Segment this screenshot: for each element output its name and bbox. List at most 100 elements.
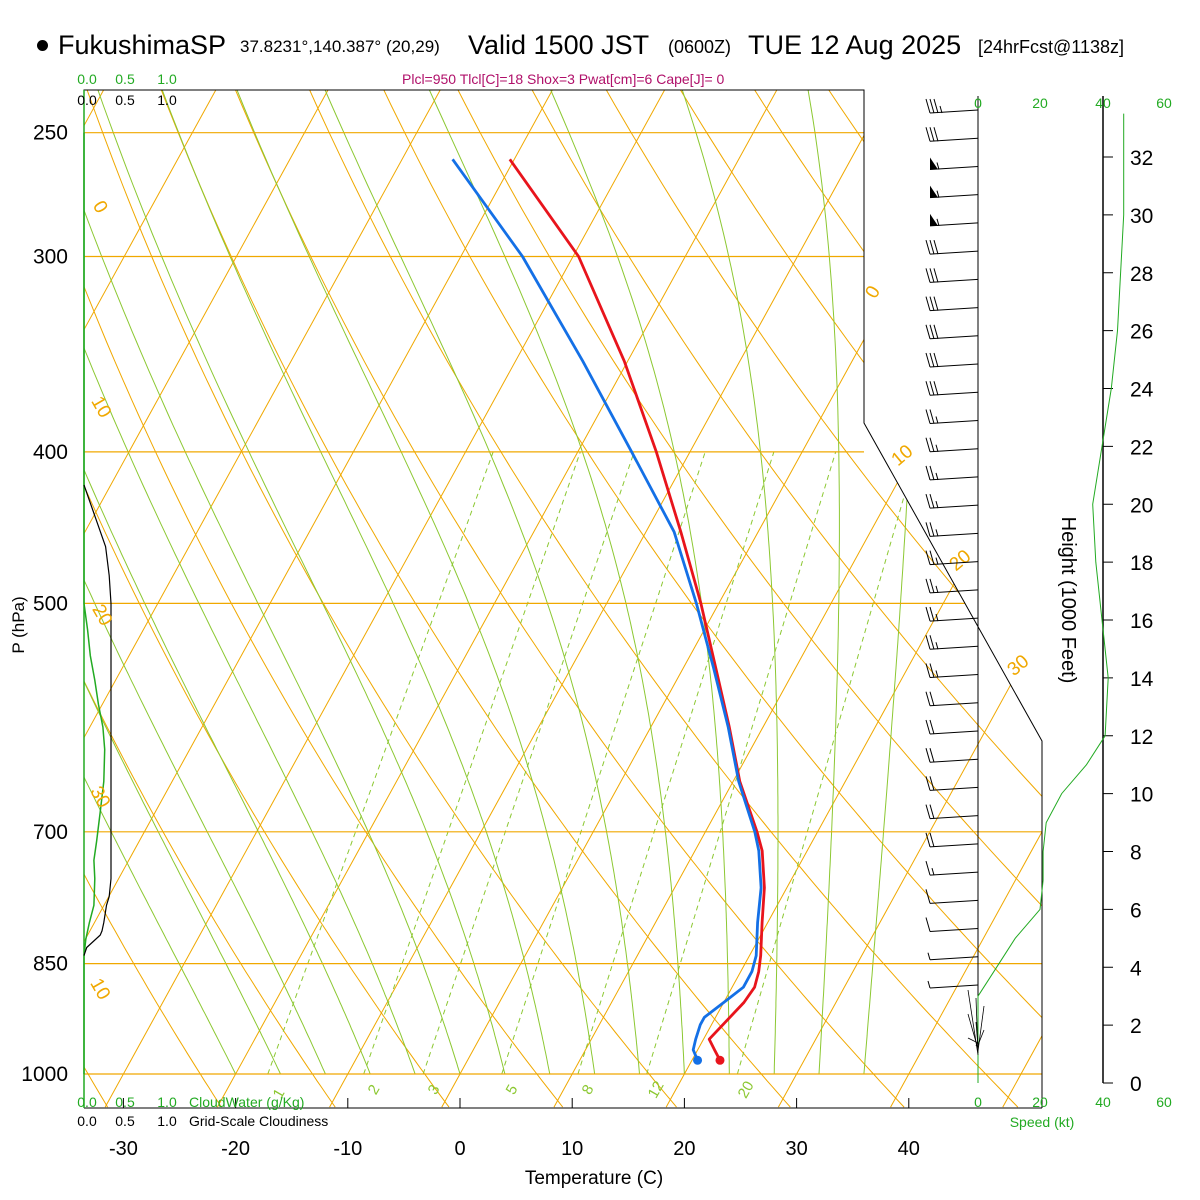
- dry-adiabat-line: [84, 90, 564, 1108]
- wind-barb-half: [936, 190, 940, 198]
- wind-barb-half: [935, 472, 939, 481]
- isotherm-line: [1115, 76, 1200, 1107]
- wind-barb-full: [929, 296, 935, 311]
- x-tick-label: 40: [898, 1138, 920, 1160]
- height-tick-label: 4: [1130, 957, 1142, 980]
- height-tick-label: 30: [1130, 205, 1153, 228]
- x-tick-label: 0: [454, 1138, 465, 1160]
- height-tick-label: 6: [1130, 899, 1142, 922]
- dry-adiabat-line: [376, 90, 1042, 1108]
- cloudwater-top-tick: 0.0: [77, 71, 97, 87]
- wind-barb-half: [935, 529, 939, 537]
- moist-adiabat-line: [84, 90, 371, 1075]
- wind-barb-shaft: [929, 165, 979, 170]
- wind-barb-full: [925, 296, 931, 311]
- wind-barb-full: [929, 804, 935, 819]
- wind-barb-full: [925, 832, 931, 848]
- wind-barb-flag: [930, 213, 938, 226]
- moist-adiabat-line: [230, 90, 596, 1075]
- wind-barb-full: [925, 465, 931, 481]
- speed-top-tick: 60: [1156, 95, 1172, 111]
- isotherm-value-label: 0: [861, 282, 884, 302]
- height-tick-label: 16: [1130, 610, 1153, 633]
- zulu-time: (0600Z): [668, 37, 732, 57]
- pressure-tick-label: 850: [33, 953, 68, 976]
- isotherm-line: [329, 90, 898, 1108]
- wind-barb-shaft: [929, 222, 979, 227]
- wind-barb: [925, 748, 979, 763]
- wind-barb: [925, 352, 979, 368]
- wind-barb: [925, 522, 979, 537]
- moist-adiabat-line: [677, 90, 779, 1075]
- wind-barb-full: [929, 352, 935, 368]
- pressure-tick-label: 400: [33, 441, 68, 464]
- mixing-ratio-label: 3: [425, 1082, 444, 1098]
- wind-speed-profile: [977, 113, 1125, 1083]
- isotherm-value-label: 10: [888, 441, 918, 471]
- isotherm-value-label: 0: [88, 197, 111, 217]
- moist-adiabat-line: [92, 90, 506, 1075]
- speed-bottom-tick: 40: [1095, 1094, 1111, 1110]
- wind-barb-half: [931, 867, 935, 876]
- height-tick-label: 24: [1130, 379, 1154, 402]
- pressure-tick-label: 500: [33, 592, 68, 615]
- height-tick-label: 0: [1130, 1073, 1142, 1096]
- chart-header: FukushimaSP 37.8231°,140.387° (20,29) Va…: [0, 0, 1200, 90]
- speed-top-tick: 0: [974, 95, 982, 111]
- height-tick-label: 26: [1130, 321, 1153, 344]
- wind-barb-full: [929, 606, 935, 622]
- wind-barb-full: [925, 239, 931, 255]
- cloudwater-top-tick: 0.5: [115, 71, 135, 87]
- wind-barb: [927, 952, 979, 961]
- wind-barb-full: [929, 324, 935, 339]
- moist-adiabat-line: [84, 90, 416, 1075]
- wind-barb: [925, 494, 979, 509]
- wind-barb-half: [935, 557, 939, 565]
- wind-barb-full: [933, 239, 939, 255]
- wind-barb: [925, 465, 979, 481]
- wind-barb-full: [925, 889, 931, 904]
- wind-barb-shaft: [929, 956, 979, 961]
- wind-barb-half: [935, 642, 939, 650]
- height-tick-label: 10: [1130, 784, 1153, 807]
- wind-barb-full: [929, 578, 935, 593]
- dry-adiabat-line: [84, 90, 677, 1108]
- wind-barb-shaft: [929, 928, 979, 933]
- valid-date: TUE 12 Aug 2025: [748, 30, 962, 60]
- wind-barb-shaft: [929, 786, 979, 791]
- dry-adiabat-line: [84, 90, 222, 1108]
- temperature-surface-point: [715, 1055, 725, 1065]
- wind-barb-half: [935, 670, 939, 678]
- wind-barb-full: [933, 324, 939, 339]
- isotherm-value-label: 20: [87, 601, 116, 630]
- wind-barb-full: [925, 352, 931, 368]
- sounding-lines: [451, 158, 766, 1065]
- wind-barb-full: [933, 381, 939, 396]
- isotherm-line: [216, 90, 785, 1108]
- mixing-ratio-label: 2: [365, 1082, 384, 1098]
- x-axis-title: Temperature (C): [525, 1168, 663, 1189]
- wind-barb-full: [929, 550, 935, 565]
- low-level-wind-barb: [977, 1005, 985, 1052]
- isotherm-line: [665, 90, 1042, 1108]
- wind-barb-full: [929, 832, 935, 848]
- dry-adiabat-line: [229, 90, 905, 1108]
- wind-barb: [925, 296, 979, 312]
- cloudiness-top-tick: 1.0: [157, 92, 177, 108]
- wind-barb: [925, 381, 979, 396]
- moist-adiabat-line: [544, 90, 730, 1074]
- moist-adiabat-line: [318, 90, 640, 1075]
- wind-barb: [925, 127, 979, 142]
- mixing-ratio-line: [646, 451, 837, 1075]
- wind-barb-full: [933, 98, 939, 114]
- wind-barb: [925, 832, 979, 848]
- wind-barb-full: [925, 606, 931, 622]
- wind-barb-half: [935, 444, 939, 452]
- temperature-curve: [508, 158, 766, 1061]
- mixing-ratio-label: 5: [503, 1082, 522, 1098]
- wind-barb: [925, 550, 979, 566]
- thermo-background: [84, 76, 1200, 1108]
- wind-barb: [925, 239, 979, 255]
